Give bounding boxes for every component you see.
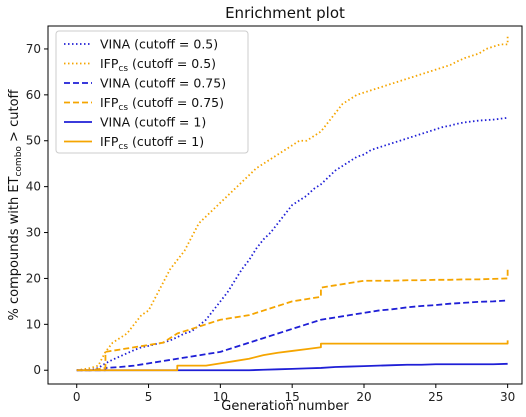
- y-tick-label: 30: [26, 226, 41, 240]
- legend-label-main: IFP: [100, 56, 119, 71]
- y-axis-label: % compounds with ETcombo > cutoff: [7, 88, 24, 320]
- series-line-1: [76, 35, 509, 372]
- chart-title: Enrichment plot: [225, 4, 345, 22]
- series-line-2: [76, 299, 508, 372]
- series-line-0: [76, 116, 508, 372]
- legend-label-subscript: cs: [118, 142, 128, 152]
- x-axis-ticks: 0 5 10 15 20 25 30: [73, 384, 515, 404]
- y-axis-label-subscript: combo: [14, 146, 24, 177]
- legend-label-5: IFPcs (cutoff = 1): [100, 134, 204, 152]
- x-tick-label: 25: [428, 390, 443, 404]
- legend-label-rest: (cutoff = 0.75): [130, 76, 226, 91]
- legend-label-rest: (cutoff = 1): [130, 115, 206, 130]
- y-tick-label: 0: [33, 363, 41, 377]
- y-tick-label: 20: [26, 271, 41, 285]
- x-tick-label: 30: [500, 390, 515, 404]
- legend-label-0: VINA (cutoff = 0.5): [100, 37, 218, 52]
- series-line-5: [76, 340, 509, 372]
- y-axis-ticks: 0 10 20 30 40 50 60 70: [26, 42, 48, 377]
- series-line-3: [76, 269, 509, 372]
- legend-label-rest: (cutoff = 1): [128, 134, 204, 149]
- x-tick-label: 15: [285, 390, 300, 404]
- legend-label-2: VINA (cutoff = 0.75): [100, 76, 226, 91]
- y-tick-label: 60: [26, 88, 41, 102]
- y-tick-label: 10: [26, 317, 41, 331]
- legend-label-main: IFP: [100, 134, 119, 149]
- legend-box: [55, 30, 249, 154]
- legend-label-1: IFPcs (cutoff = 0.5): [100, 56, 216, 74]
- legend-label-main: VINA: [100, 115, 131, 130]
- legend-label-4: VINA (cutoff = 1): [100, 115, 206, 130]
- x-axis-label: Generation number: [221, 399, 349, 414]
- legend-label-rest: (cutoff = 0.5): [130, 37, 218, 52]
- legend-label-rest: (cutoff = 0.75): [128, 95, 224, 110]
- series-line-4: [76, 362, 508, 372]
- y-tick-label: 40: [26, 180, 41, 194]
- x-tick-label: 5: [145, 390, 153, 404]
- x-tick-label: 0: [73, 390, 81, 404]
- x-tick-label: 10: [213, 390, 228, 404]
- y-axis-label-prefix: % compounds with ET: [7, 176, 22, 320]
- legend-label-main: IFP: [100, 95, 119, 110]
- plot-frame: [47, 25, 523, 385]
- legend-label-3: IFPcs (cutoff = 0.75): [100, 95, 224, 113]
- y-tick-label: 70: [26, 42, 41, 56]
- legend-label-subscript: cs: [118, 64, 128, 74]
- x-tick-label: 20: [356, 390, 371, 404]
- legend-label-main: VINA: [100, 37, 131, 52]
- legend-label-subscript: cs: [118, 103, 128, 113]
- y-tick-label: 50: [26, 134, 41, 148]
- legend: VINA (cutoff = 0.5)IFPcs (cutoff = 0.5)V…: [55, 30, 249, 154]
- legend-label-main: VINA: [100, 76, 131, 91]
- plot-area: [47, 25, 523, 385]
- legend-label-rest: (cutoff = 0.5): [128, 56, 216, 71]
- y-axis-label-suffix: > cutoff: [7, 88, 22, 146]
